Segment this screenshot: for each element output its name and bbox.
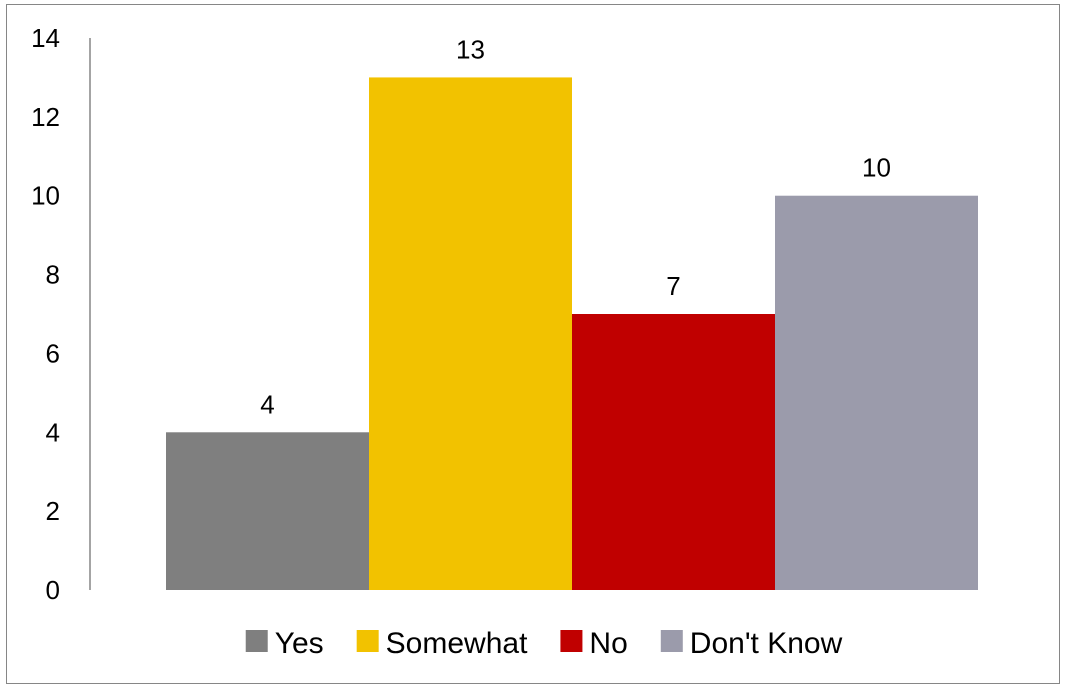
y-tick-label: 12 [31, 102, 60, 132]
data-label: 10 [862, 153, 891, 183]
y-tick-label: 10 [31, 181, 60, 211]
bar-yes [166, 432, 369, 590]
legend-swatch [660, 630, 683, 652]
legend-label: Somewhat [386, 627, 528, 660]
legend-item-no: No [560, 627, 628, 660]
bar-no [572, 314, 775, 590]
bars-layer [166, 77, 978, 590]
y-tick-label: 8 [46, 260, 60, 290]
y-tick-label: 14 [31, 23, 60, 53]
legend-label: Don't Know [690, 627, 843, 660]
axis-layer: 0 2 4 6 8 10 12 14 [31, 23, 91, 605]
legend: Yes Somewhat No Don't Know [245, 627, 843, 660]
y-tick-label: 0 [46, 575, 60, 605]
legend-swatch [356, 630, 379, 652]
legend-swatch [245, 630, 268, 652]
legend-item-yes: Yes [245, 627, 324, 660]
data-label: 7 [666, 271, 680, 301]
bar-don-t-know [775, 195, 978, 590]
data-label: 13 [456, 34, 485, 64]
data-label: 4 [260, 389, 274, 419]
legend-swatch [560, 630, 583, 652]
y-tick-label: 2 [46, 496, 60, 526]
legend-label: No [589, 627, 627, 660]
legend-item-somewhat: Somewhat [356, 627, 528, 660]
legend-item-don-t-know: Don't Know [660, 627, 843, 660]
legend-label: Yes [275, 627, 324, 660]
y-tick-label: 4 [46, 417, 60, 447]
y-tick-label: 6 [46, 338, 60, 368]
data-labels-layer: 4 13 7 10 [260, 34, 891, 419]
bar-somewhat [369, 77, 572, 590]
